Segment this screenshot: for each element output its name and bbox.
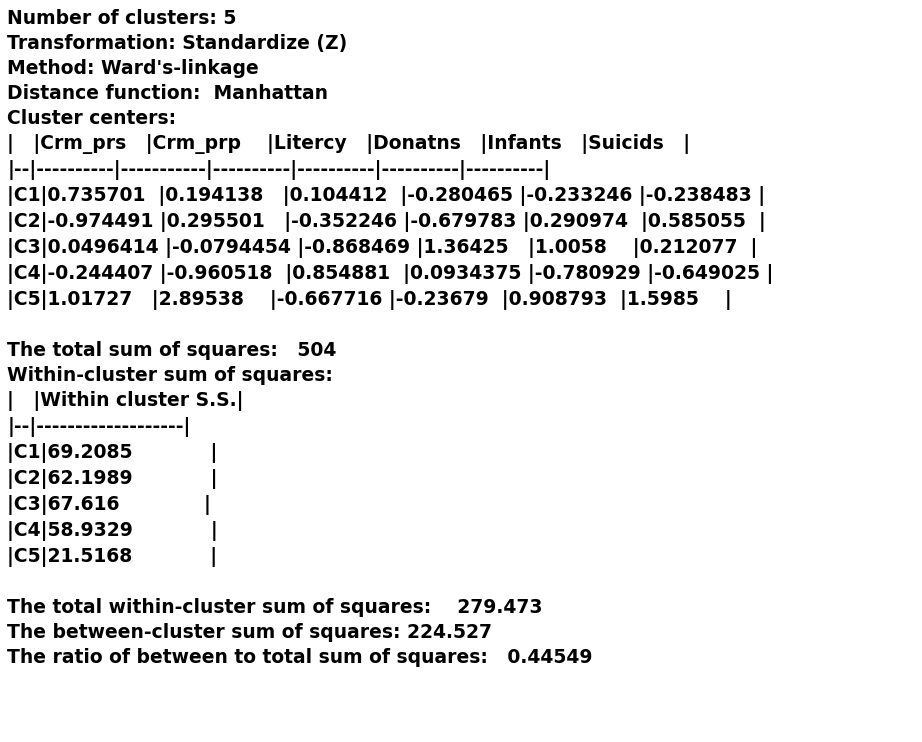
Text: Number of clusters: 5
Transformation: Standardize (Z)
Method: Ward's-linkage
Dis: Number of clusters: 5 Transformation: St… (7, 9, 774, 667)
